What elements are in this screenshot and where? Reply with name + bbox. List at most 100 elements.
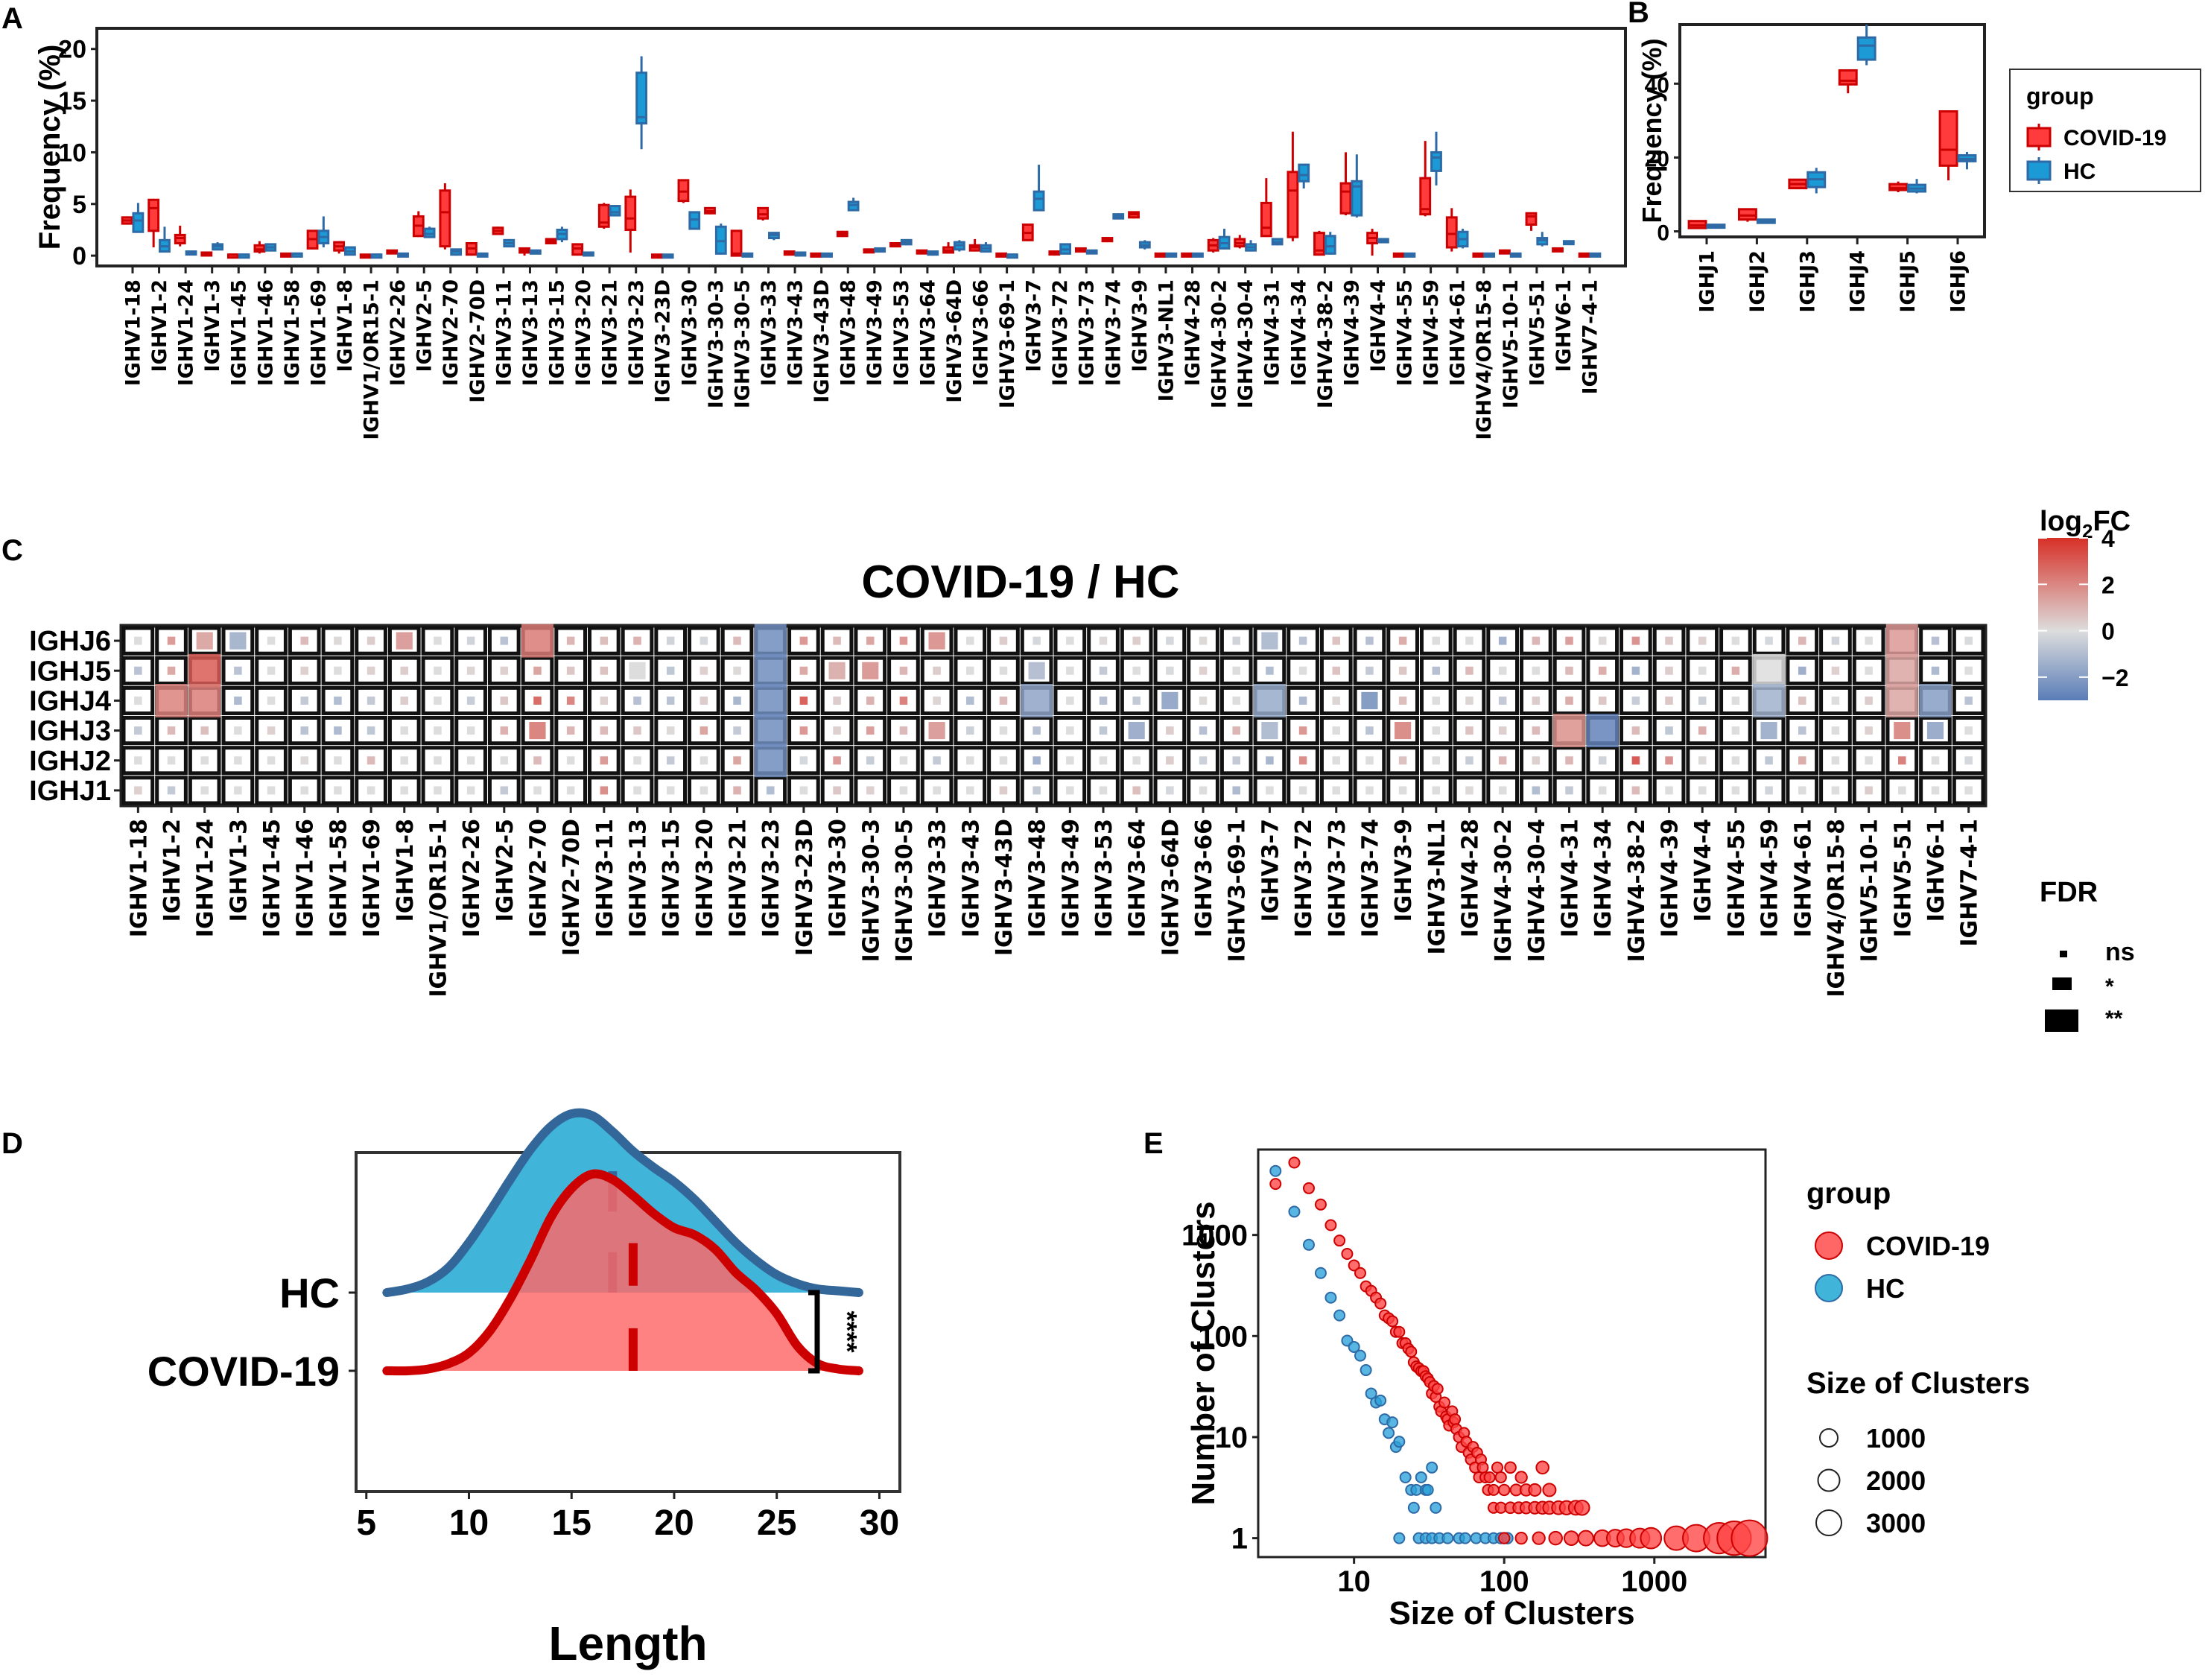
x-tick-label: IGHV3-30-5 bbox=[731, 279, 754, 408]
heatmap-tile bbox=[566, 636, 575, 645]
fdr-legend-label: ** bbox=[2105, 1007, 2123, 1031]
x-tick-label: IGHJ5 bbox=[1897, 250, 1920, 313]
heatmap-col-label: IGHV3-NL1 bbox=[1424, 819, 1450, 955]
heatmap-tile bbox=[1498, 666, 1507, 675]
heatmap-tile bbox=[1532, 636, 1541, 645]
scatter-point-covid bbox=[1348, 1259, 1360, 1272]
heatmap-col-label: IGHV1-18 bbox=[126, 819, 152, 937]
heatmap-col-label: IGHV3-69-1 bbox=[1225, 819, 1251, 963]
x-tick-label: IGHV4-28 bbox=[1181, 279, 1205, 386]
box-hc bbox=[1271, 238, 1284, 246]
box-covid bbox=[280, 252, 292, 258]
heatmap-tile bbox=[733, 666, 741, 675]
heatmap-tile bbox=[434, 756, 442, 765]
heatmap-cell-frame bbox=[787, 716, 820, 746]
heatmap-tile bbox=[1298, 756, 1307, 765]
heatmap-col-label: IGHV3-74 bbox=[1357, 819, 1383, 937]
fdr-legend-title: FDR bbox=[2040, 877, 2098, 908]
box-hc bbox=[132, 203, 145, 233]
x-axis-title: Length bbox=[548, 1617, 707, 1670]
box-covid bbox=[545, 238, 557, 244]
heatmap-tile bbox=[229, 632, 247, 650]
x-tick-label: IGHV4-39 bbox=[1340, 279, 1363, 386]
colorbar-title-end: FC bbox=[2093, 506, 2131, 537]
box-hc bbox=[291, 252, 303, 258]
box-covid bbox=[439, 183, 451, 250]
box-covid bbox=[942, 242, 954, 254]
heatmap-tile bbox=[1232, 786, 1240, 795]
fdr-legend-key bbox=[2052, 977, 2072, 990]
box-covid bbox=[889, 241, 901, 248]
box-hc bbox=[1957, 152, 1977, 170]
box-covid bbox=[412, 211, 425, 238]
heatmap-tile bbox=[334, 786, 342, 795]
scatter-point-covid bbox=[1393, 1325, 1406, 1338]
scatter-point-covid bbox=[1405, 1345, 1418, 1358]
box-body bbox=[730, 229, 743, 257]
heatmap-cell-frame bbox=[621, 716, 654, 746]
box-covid bbox=[650, 253, 663, 259]
heatmap-tile bbox=[1598, 666, 1607, 675]
heatmap-tile bbox=[367, 636, 375, 645]
heatmap-tile bbox=[1199, 786, 1208, 795]
heatmap-tile bbox=[167, 726, 176, 735]
box-covid bbox=[121, 216, 133, 225]
heatmap-tile bbox=[833, 636, 841, 645]
x-tick-label: IGHV1-69 bbox=[307, 279, 330, 386]
heatmap-cell-frame bbox=[454, 626, 487, 656]
box-hc bbox=[1589, 252, 1602, 258]
plot-frame bbox=[1257, 1148, 1767, 1559]
box-covid bbox=[333, 241, 346, 254]
heatmap-tile bbox=[1931, 786, 1940, 795]
heatmap-tile bbox=[1586, 714, 1619, 747]
heatmap-row-label: IGHJ2 bbox=[29, 746, 111, 777]
box-covid bbox=[968, 238, 981, 252]
box-body bbox=[1938, 110, 1958, 167]
heatmap-tile bbox=[1964, 696, 1973, 705]
heatmap-cell-frame bbox=[1153, 656, 1187, 685]
heatmap-tile bbox=[566, 756, 575, 765]
box-covid bbox=[624, 189, 637, 253]
heatmap-tile bbox=[1698, 696, 1707, 705]
heatmap-tile bbox=[733, 726, 741, 735]
heatmap-col-label: IGHV6-1 bbox=[1923, 819, 1950, 922]
heatmap-cell-frame bbox=[121, 746, 155, 776]
box-covid bbox=[730, 229, 743, 257]
heatmap-tile bbox=[1532, 756, 1541, 765]
heatmap-tile bbox=[1926, 722, 1944, 740]
heatmap-cell-frame bbox=[1852, 716, 1885, 746]
box-hc bbox=[1706, 224, 1726, 229]
box-covid bbox=[1499, 249, 1511, 255]
heatmap-cell-frame bbox=[720, 746, 754, 776]
heatmap-tile bbox=[155, 684, 188, 717]
box-hc bbox=[503, 238, 515, 248]
heatmap-row-label: IGHJ5 bbox=[29, 656, 111, 687]
heatmap-tile bbox=[1465, 726, 1473, 735]
heatmap-tile bbox=[1166, 636, 1174, 645]
heatmap-tile bbox=[1398, 786, 1407, 795]
box-body bbox=[147, 198, 160, 232]
box-covid bbox=[226, 253, 239, 259]
heatmap-tile bbox=[566, 666, 575, 675]
heatmap-tile bbox=[400, 696, 409, 705]
heatmap-tile bbox=[300, 726, 308, 735]
x-tick-label: IGHV2-70 bbox=[440, 279, 463, 386]
heatmap-tile bbox=[1166, 666, 1174, 675]
heatmap-tile bbox=[1964, 756, 1973, 765]
box-body bbox=[1838, 69, 1858, 86]
heatmap-cell-frame bbox=[820, 776, 854, 805]
heatmap-col-label: IGHV2-5 bbox=[492, 819, 518, 922]
heatmap-tile bbox=[1132, 696, 1141, 705]
heatmap-tile bbox=[1432, 696, 1441, 705]
box-body bbox=[1445, 216, 1458, 249]
heatmap-cell-frame bbox=[521, 656, 554, 685]
heatmap-tile bbox=[933, 666, 941, 675]
heatmap-tile bbox=[699, 786, 708, 795]
heatmap-cell-frame bbox=[155, 716, 188, 746]
heatmap-col-label: IGHV1-3 bbox=[226, 819, 252, 922]
box-hc bbox=[900, 238, 913, 246]
panel-D: D HC COVID-19 5 10 15 20 25 30 Length **** bbox=[1, 1108, 901, 1670]
heatmap-col-label: IGHV4-61 bbox=[1790, 819, 1816, 937]
heatmap-tile bbox=[1831, 786, 1840, 795]
heatmap-tile bbox=[866, 636, 875, 645]
